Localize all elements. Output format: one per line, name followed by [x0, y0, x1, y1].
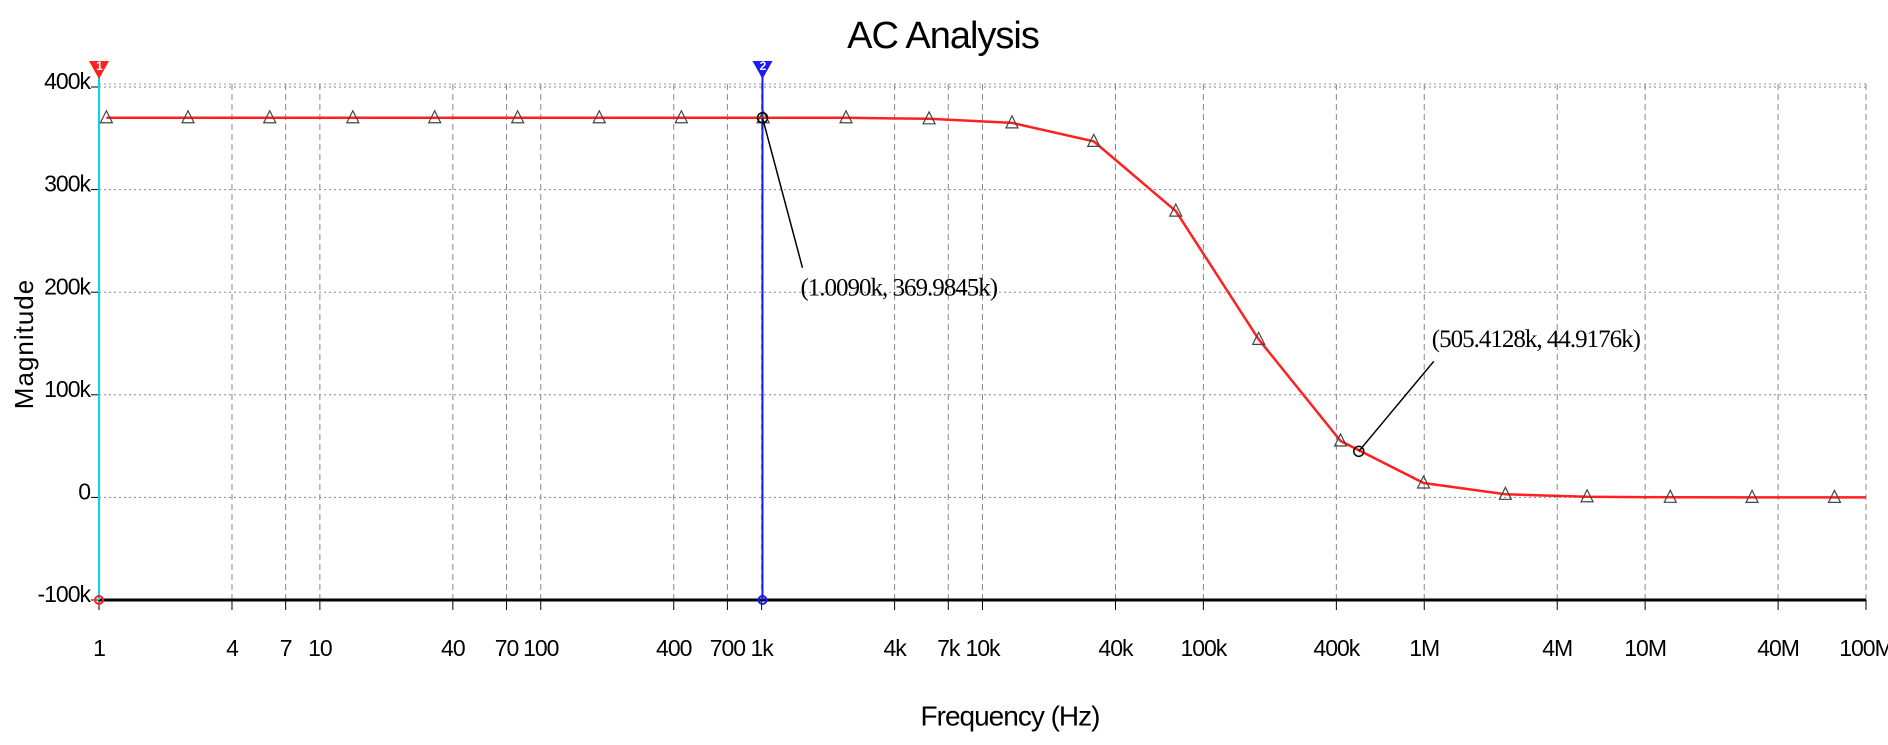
x-tick-label: 1M	[1409, 635, 1439, 661]
x-tick-label: 4k	[883, 635, 907, 661]
cursor-foot	[94, 595, 104, 605]
point-marker	[262, 109, 277, 124]
point-marker	[1827, 489, 1842, 503]
annotation-point	[756, 112, 769, 124]
y-tick-label: -100k	[37, 581, 91, 607]
point-marker	[1168, 202, 1183, 217]
point-marker	[1005, 114, 1019, 129]
x-tick-label: 1	[93, 635, 105, 661]
series-line	[106, 116, 1866, 499]
x-tick-label: 10k	[965, 635, 1001, 661]
x-tick-label: 10M	[1624, 635, 1666, 661]
x-tick-label: 70	[495, 635, 519, 661]
x-tick-label: 7k	[937, 635, 961, 661]
y-axis-label: Magnitude	[9, 279, 39, 409]
chart-title: AC Analysis	[847, 15, 1039, 57]
point-marker	[99, 109, 114, 124]
x-tick-label: 40M	[1757, 635, 1799, 661]
x-tick-label: 100M	[1839, 635, 1888, 661]
x-tick-label: 1k	[750, 635, 774, 661]
point-marker	[1086, 133, 1101, 147]
point-marker	[1416, 474, 1431, 489]
cursor-foot	[757, 595, 768, 605]
y-tick-label: 300k	[44, 171, 91, 197]
cursor-label: 1	[96, 59, 103, 73]
point-marker	[674, 109, 689, 124]
point-marker	[1663, 488, 1678, 503]
x-tick-label: 7	[280, 635, 292, 661]
point-marker	[1333, 432, 1348, 447]
x-axis-label: Frequency (Hz)	[921, 700, 1100, 731]
cursor-label: 2	[760, 59, 767, 73]
x-tick-label: 400	[656, 635, 692, 661]
y-tick-label: 100k	[44, 376, 91, 402]
y-tick-label: 200k	[44, 273, 91, 299]
point-marker	[510, 109, 525, 124]
point-marker	[427, 109, 442, 124]
annotation-text: (1.0090k, 369.9845k)	[800, 275, 997, 302]
x-tick-label: 40	[441, 635, 465, 661]
annotation-leader	[761, 117, 804, 268]
point-marker	[1745, 489, 1760, 503]
y-tick-label: 400k	[44, 68, 91, 94]
annotation-leader	[1358, 360, 1435, 452]
x-tick-label: 100k	[1180, 635, 1227, 661]
x-tick-label: 10	[308, 635, 332, 661]
x-tick-label: 4M	[1542, 635, 1572, 661]
point-marker	[181, 109, 196, 124]
cursor-handle	[89, 61, 109, 79]
x-tick-label: 40k	[1098, 635, 1134, 661]
point-marker	[1498, 485, 1513, 500]
x-tick-label: 400k	[1313, 635, 1360, 661]
point-marker	[345, 109, 360, 124]
point-marker	[592, 109, 607, 124]
x-tick-label: 4	[226, 635, 239, 661]
point-marker	[1580, 488, 1595, 503]
point-marker	[839, 109, 853, 124]
point-marker	[1251, 331, 1266, 345]
point-marker	[922, 110, 937, 125]
x-tick-label: 100	[523, 635, 559, 661]
x-tick-label: 700	[710, 635, 746, 661]
annotation-point	[1353, 445, 1365, 458]
cursor-handle	[752, 61, 773, 79]
annotation-text: (505.4128k, 44.9176k)	[1432, 326, 1641, 353]
y-tick-label: 0	[78, 478, 90, 504]
